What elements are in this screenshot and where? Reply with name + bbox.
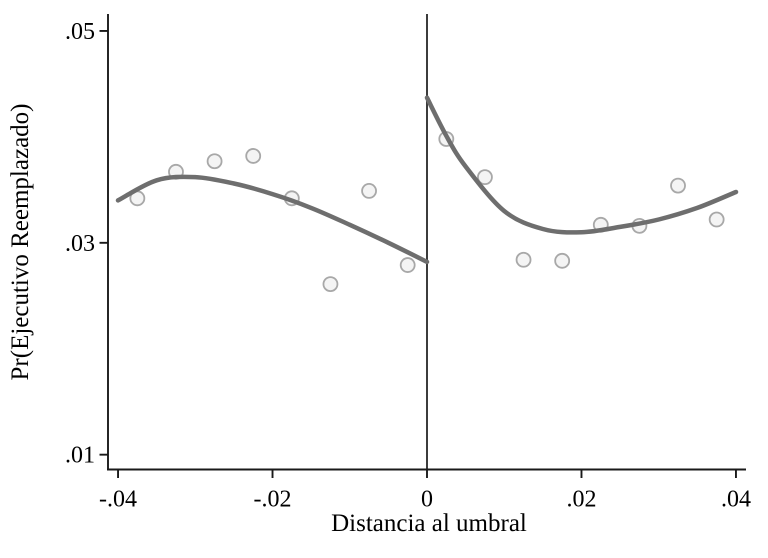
fit-line-left (115, 174, 430, 265)
y-axis-title: Pr(Ejecutivo Reemplazado) (7, 104, 34, 381)
axis-ticks-layer: .01 .03 .05 -.04 -.02 0 .02 .04 (65, 19, 751, 513)
y-tick-label: .05 (65, 19, 95, 45)
x-tick-label: 0 (421, 487, 433, 513)
x-axis-title: Distancia al umbral (331, 510, 527, 537)
scatter-point (361, 183, 377, 199)
scatter-point (477, 169, 493, 186)
scatter-point (322, 276, 339, 293)
fit-lines-layer (115, 95, 739, 265)
scatter-point (670, 177, 686, 194)
x-tick-label: .02 (566, 487, 596, 513)
scatter-point (399, 257, 416, 273)
fit-line-right (424, 95, 739, 235)
y-tick-label: .03 (65, 231, 95, 257)
x-tick-label: .04 (721, 487, 751, 513)
scatter-point (206, 153, 223, 170)
scatter-point (554, 252, 571, 269)
scatter-point (515, 251, 532, 268)
x-tick-label: -.04 (99, 487, 137, 513)
x-tick-label: -.02 (254, 487, 292, 513)
scatter-point (708, 211, 725, 228)
scatter-point (245, 148, 262, 164)
y-tick-label: .01 (65, 443, 95, 469)
